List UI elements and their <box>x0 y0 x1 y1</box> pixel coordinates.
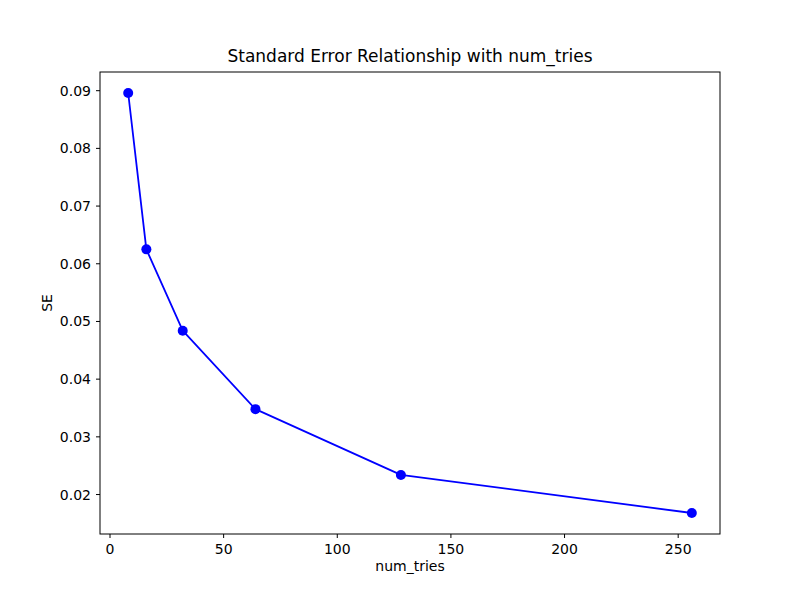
y-tick-label: 0.07 <box>60 198 91 214</box>
data-point <box>396 470 406 480</box>
x-tick-label: 250 <box>665 541 692 557</box>
x-tick-label: 200 <box>551 541 578 557</box>
y-tick-label: 0.08 <box>60 140 91 156</box>
data-point <box>178 326 188 336</box>
line-chart: 0 50 100 150 200 250 0.02 0.03 0.04 0.05 0.06 0.07 0… <box>0 0 800 600</box>
data-point <box>687 508 697 518</box>
y-tick-label: 0.05 <box>60 313 91 329</box>
y-tick-label: 0.09 <box>60 83 91 99</box>
y-axis-label: SE <box>39 294 55 312</box>
x-tick-label: 150 <box>438 541 465 557</box>
axes-spines <box>100 72 720 534</box>
chart-title: Standard Error Relationship with num_tri… <box>100 46 720 66</box>
data-line <box>128 93 692 513</box>
data-point <box>141 244 151 254</box>
x-tick-label: 0 <box>106 541 115 557</box>
data-point <box>250 404 260 414</box>
y-tick-label: 0.03 <box>60 429 91 445</box>
data-point <box>123 88 133 98</box>
x-tick-label: 50 <box>215 541 233 557</box>
y-tick-label: 0.02 <box>60 487 91 503</box>
y-tick-label: 0.04 <box>60 371 91 387</box>
x-tick-label: 100 <box>324 541 351 557</box>
figure: Standard Error Relationship with num_tri… <box>0 0 800 600</box>
x-axis-label: num_tries <box>100 558 720 574</box>
y-tick-label: 0.06 <box>60 256 91 272</box>
